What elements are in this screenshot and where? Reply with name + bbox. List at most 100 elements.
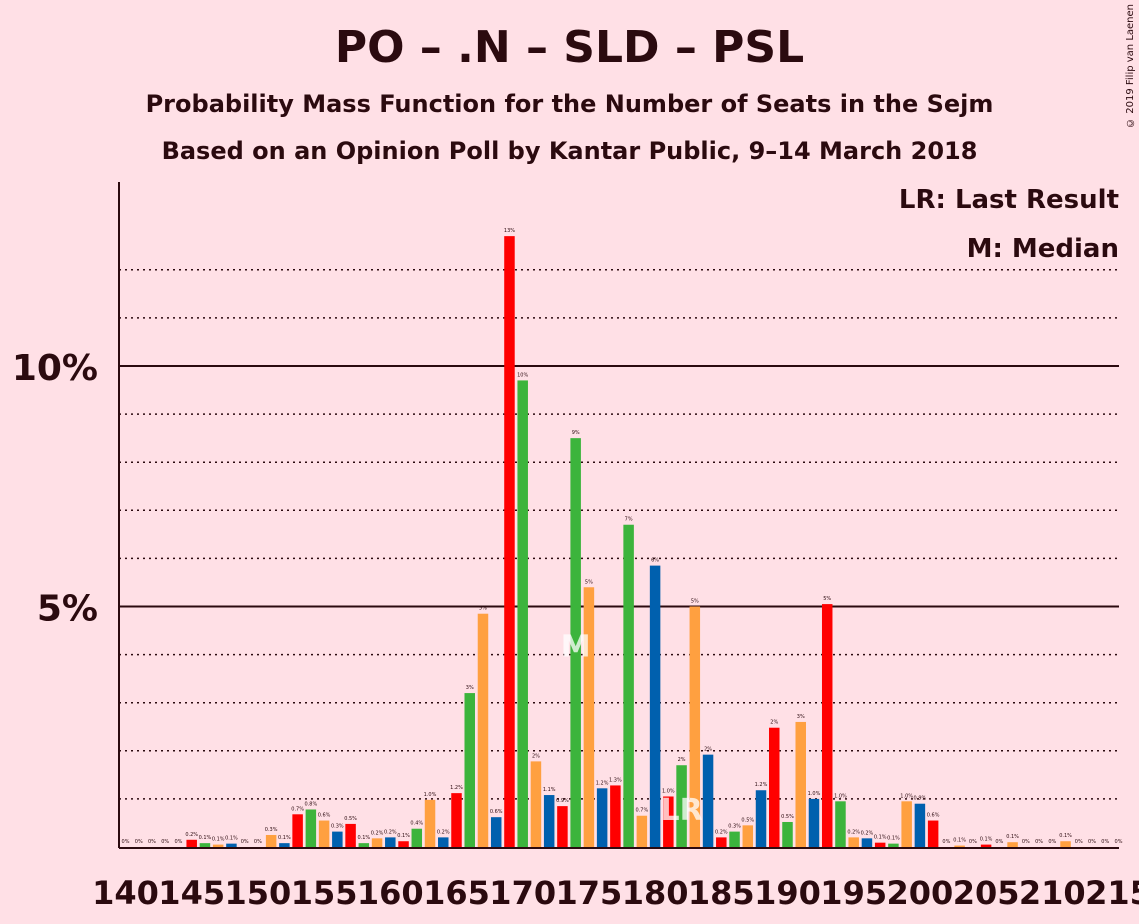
bar-value-label: 0.6%	[318, 813, 331, 819]
x-tick-label: 180	[622, 874, 689, 912]
x-tick-label: 145	[158, 874, 225, 912]
bar-value-label: 5%	[691, 599, 699, 605]
bar-seat-172	[543, 795, 555, 847]
bar-value-label: 0%	[135, 839, 143, 845]
y-tick-label: 10%	[12, 348, 98, 389]
bar-seat-164	[438, 837, 449, 847]
bar-value-label: 0.4%	[410, 821, 423, 827]
bar-value-label: 0.3%	[728, 824, 741, 830]
bar-value-label: 0.2%	[861, 830, 874, 836]
bar-seat-196	[861, 838, 873, 847]
bar-value-label: 1.3%	[609, 777, 622, 783]
legend-median: M: Median	[966, 234, 1119, 264]
x-tick-label: 150	[225, 874, 292, 912]
bar-value-label: 9%	[572, 430, 580, 436]
x-tick-label: 160	[357, 874, 424, 912]
last-result-marker: LR	[660, 793, 702, 828]
bar-value-label: 0%	[942, 839, 950, 845]
chart-subtitle-2: Based on an Opinion Poll by Kantar Publi…	[161, 137, 978, 165]
bar-seat-177	[610, 785, 621, 847]
bar-seat-211	[1060, 841, 1071, 847]
bar-value-label: 2%	[532, 753, 540, 759]
bar-value-label: 0.5%	[344, 816, 357, 822]
bar-seat-178	[623, 524, 634, 847]
bar-seat-176	[596, 788, 608, 847]
bar-seat-168	[490, 817, 502, 847]
bar-value-label: 0.5%	[741, 817, 754, 823]
bar-value-label: 0%	[122, 839, 130, 845]
bar-seat-201	[927, 820, 939, 847]
bar-value-label: 2%	[678, 757, 686, 763]
bar-seat-167	[477, 613, 489, 847]
bar-value-label: 0.2%	[384, 829, 397, 835]
bar-seat-194	[835, 801, 846, 847]
bar-value-label: 0.1%	[953, 838, 966, 844]
bar-seat-179	[636, 815, 648, 847]
bar-seat-192	[808, 798, 820, 847]
bar-seat-157	[345, 823, 356, 847]
bar-value-label: 1.0%	[424, 792, 437, 798]
bar-seat-165	[451, 793, 462, 847]
bar-value-label: 5%	[479, 606, 487, 612]
bar-seat-195	[848, 837, 859, 847]
bar-seat-156	[332, 831, 343, 847]
bar-seat-166	[464, 693, 475, 847]
bar-value-label: 0.2%	[847, 829, 860, 835]
bar-seat-171	[530, 761, 542, 847]
bar-value-label: 0%	[1101, 839, 1109, 845]
bar-value-label: 0.1%	[278, 835, 291, 841]
bar-value-label: 0%	[1075, 839, 1083, 845]
x-tick-label: 170	[489, 874, 556, 912]
bar-value-label: 0.6%	[490, 809, 503, 815]
bar-seat-174	[570, 438, 581, 847]
bar-value-label: 0.3%	[331, 824, 344, 830]
bar-value-label: 5%	[585, 579, 593, 585]
bar-seat-163	[424, 799, 436, 847]
bar-value-label: 0%	[174, 839, 182, 845]
bar-seat-155	[318, 820, 330, 847]
bar-seat-185	[716, 837, 727, 847]
bar-value-label: 0%	[969, 839, 977, 845]
bar-value-label: 0.8%	[305, 801, 318, 807]
bar-seat-151	[265, 834, 277, 847]
bar-seat-160	[385, 837, 396, 847]
bar-seat-207	[1007, 842, 1018, 847]
bar-value-label: 0%	[1088, 839, 1096, 845]
bar-seat-173	[557, 806, 568, 847]
bar-value-label: 1.2%	[755, 782, 768, 788]
bar-value-label: 0.7%	[636, 808, 649, 814]
bar-seat-197	[874, 842, 886, 847]
bar-value-label: 0.1%	[980, 837, 993, 843]
bar-value-label: 0%	[241, 839, 249, 845]
x-tick-label: 200	[887, 874, 954, 912]
bar-value-label: 7%	[625, 517, 633, 523]
bar-value-label: 5%	[823, 596, 831, 602]
bar-seat-199	[901, 801, 912, 847]
x-tick-label: 215	[1085, 874, 1139, 912]
bar-value-label: 0.1%	[397, 833, 410, 839]
bar-value-label: 0%	[254, 839, 262, 845]
bar-value-label: 1.2%	[450, 785, 463, 791]
bar-value-label: 0.1%	[1006, 834, 1019, 840]
x-tick-label: 155	[291, 874, 358, 912]
bar-seat-188	[755, 790, 767, 847]
bar-seat-205	[980, 844, 992, 847]
bar-value-label: 0.1%	[874, 835, 887, 841]
x-tick-label: 210	[1019, 874, 1086, 912]
bar-value-label: 0%	[1115, 839, 1123, 845]
bar-value-label: 0%	[1022, 839, 1030, 845]
bar-value-label: 0%	[161, 839, 169, 845]
bar-value-label: 3%	[466, 685, 474, 691]
bar-seat-145	[186, 839, 197, 847]
chart-subtitle: Probability Mass Function for the Number…	[145, 90, 994, 118]
bar-value-label: 0.2%	[715, 829, 728, 835]
bar-value-label: 1.0%	[662, 788, 675, 794]
bar-value-label: 0.6%	[927, 813, 940, 819]
bar-value-label: 0.1%	[1059, 833, 1072, 839]
x-tick-label: 185	[688, 874, 755, 912]
bar-seat-182	[676, 765, 687, 847]
bar-value-label: 0.7%	[291, 806, 304, 812]
bar-value-label: 0.1%	[887, 836, 900, 842]
bar-seat-148	[226, 843, 237, 847]
bar-seat-170	[517, 380, 528, 847]
